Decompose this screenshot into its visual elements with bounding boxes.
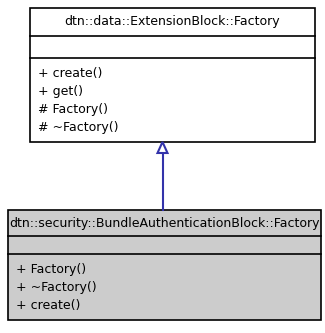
Bar [8,210,321,320]
Text: # ~Factory(): # ~Factory() [38,121,119,134]
Text: dtn::data::ExtensionBlock::Factory: dtn::data::ExtensionBlock::Factory [65,16,280,29]
Text: + create(): + create() [38,67,102,80]
Text: dtn::security::BundleAuthenticationBlock::Factory: dtn::security::BundleAuthenticationBlock… [9,216,320,229]
Text: + create(): + create() [16,298,80,311]
Text: + Factory(): + Factory() [16,262,86,275]
Text: + ~Factory(): + ~Factory() [16,280,97,293]
Text: # Factory(): # Factory() [38,103,108,116]
Polygon shape [158,142,167,153]
Bar [30,8,315,142]
Text: + get(): + get() [38,85,83,98]
